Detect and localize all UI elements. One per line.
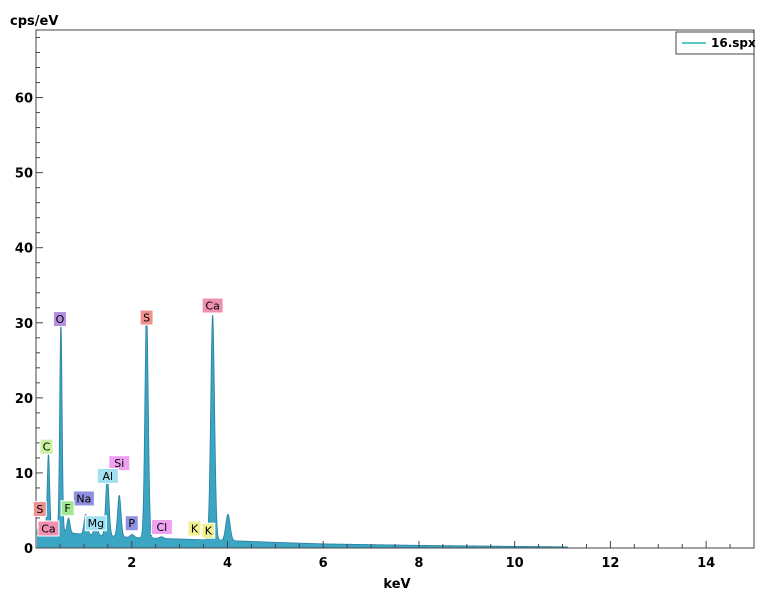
x-tick-label: 10 bbox=[506, 556, 524, 571]
element-label-text: Al bbox=[103, 470, 114, 483]
y-axis-label: cps/eV bbox=[10, 14, 58, 29]
y-tick-label: 0 bbox=[24, 542, 33, 557]
element-label: Al bbox=[96, 467, 119, 484]
y-tick-label: 20 bbox=[15, 392, 33, 407]
element-label: S bbox=[32, 500, 47, 517]
element-label-box bbox=[150, 518, 173, 535]
element-label: Si bbox=[108, 455, 131, 472]
spectrum-area bbox=[36, 311, 569, 548]
element-label: Na bbox=[72, 490, 95, 507]
x-tick-label: 4 bbox=[223, 556, 232, 571]
element-label-box bbox=[187, 520, 202, 537]
element-label-text: Mg bbox=[88, 517, 104, 530]
element-label-text: S bbox=[143, 312, 150, 325]
legend: 16.spx bbox=[675, 31, 756, 55]
element-label-box bbox=[39, 438, 54, 455]
element-label-box bbox=[37, 520, 60, 537]
spectrum-layer bbox=[36, 311, 569, 549]
element-label-box bbox=[108, 455, 131, 472]
element-label-text: Ca bbox=[41, 522, 55, 535]
element-label-text: Si bbox=[114, 457, 124, 470]
x-tick-label: 12 bbox=[601, 556, 619, 571]
element-label: K bbox=[201, 522, 216, 539]
y-tick-label: 10 bbox=[15, 467, 33, 482]
element-label: K bbox=[187, 520, 202, 537]
element-label: F bbox=[60, 500, 75, 517]
y-tick-label: 60 bbox=[15, 92, 33, 107]
x-axis-label: keV bbox=[383, 577, 410, 592]
y-tick-label: 50 bbox=[15, 167, 33, 182]
element-label-box bbox=[96, 467, 119, 484]
element-label-box bbox=[52, 311, 67, 328]
x-tick-label: 6 bbox=[319, 556, 328, 571]
element-label-text: S bbox=[36, 503, 43, 516]
element-label: Cl bbox=[150, 518, 173, 535]
element-label-text: Cl bbox=[157, 521, 168, 534]
element-label-text: O bbox=[56, 313, 65, 326]
element-label-box bbox=[124, 515, 139, 532]
ticks-layer: 2 4 6 8 10 12 14 0 10 20 30 40 50 60 bbox=[15, 37, 755, 571]
element-label-text: Ca bbox=[205, 300, 219, 313]
element-label-box bbox=[201, 297, 224, 314]
element-label: Ca bbox=[201, 297, 224, 314]
element-label-box bbox=[60, 500, 75, 517]
element-label-box bbox=[201, 522, 216, 539]
x-tick-label: 2 bbox=[127, 556, 136, 571]
spectrum-line bbox=[36, 311, 569, 549]
element-label-box bbox=[72, 490, 95, 507]
element-label-text: Na bbox=[76, 492, 91, 505]
element-label-text: K bbox=[205, 525, 213, 538]
element-label: P bbox=[124, 515, 139, 532]
element-label-box bbox=[84, 515, 107, 532]
element-label-box bbox=[32, 500, 47, 517]
element-label-text: P bbox=[128, 517, 135, 530]
y-tick-label: 30 bbox=[15, 317, 33, 332]
x-tick-label: 14 bbox=[697, 556, 715, 571]
element-label-text: K bbox=[191, 522, 199, 535]
element-label: O bbox=[52, 311, 67, 328]
legend-entry: 16.spx bbox=[711, 36, 756, 50]
x-tick-label: 8 bbox=[414, 556, 423, 571]
element-label: S bbox=[139, 309, 154, 326]
legend-box bbox=[675, 31, 755, 55]
element-label-box bbox=[139, 309, 154, 326]
y-tick-label: 40 bbox=[15, 242, 33, 257]
element-label: Ca bbox=[37, 520, 60, 537]
element-label: C bbox=[39, 438, 54, 455]
element-label: Mg bbox=[84, 515, 107, 532]
element-label-text: C bbox=[43, 441, 51, 454]
element-label-text: F bbox=[64, 502, 70, 515]
